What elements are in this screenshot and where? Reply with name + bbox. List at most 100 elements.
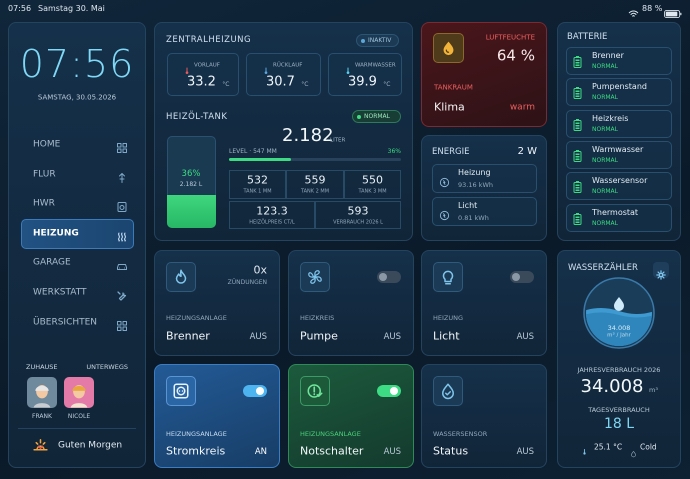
- battery-status: NORMAL: [592, 219, 619, 227]
- battery-name: Warmwasser: [592, 144, 644, 154]
- tile-icon: [306, 268, 324, 286]
- battery-status-icon: [573, 85, 582, 100]
- tile-state: AUS: [249, 331, 267, 342]
- sensor-unit: °C: [301, 81, 309, 88]
- tile[interactable]: [421, 364, 547, 468]
- water-gauge-svg: [583, 277, 655, 349]
- tile-icon-box: [433, 376, 463, 406]
- battery-status-icon: [573, 211, 582, 225]
- wifi-icon-svg: [628, 10, 639, 17]
- tank-title: HEIZÖL-TANK: [166, 111, 228, 122]
- sensor-box: [167, 53, 239, 96]
- humidity-name: Klima: [434, 100, 465, 114]
- stat-value: 550: [362, 173, 383, 187]
- tile-icon-svg: [307, 384, 323, 398]
- tile-icon-svg: [442, 270, 454, 285]
- sensor-label: RÜCKLAUF: [273, 62, 303, 69]
- nav-icon-svg: [117, 264, 127, 271]
- energy-value: 93.16 kWh: [458, 180, 493, 189]
- stat-box: [315, 201, 401, 229]
- sensor-unit: °C: [222, 81, 230, 88]
- sensor-label: WARMWASSER: [355, 62, 396, 69]
- battery-status: NORMAL: [592, 94, 619, 102]
- toggle-knob: [256, 387, 264, 395]
- stat-box: [229, 201, 315, 229]
- stat-box: [344, 170, 401, 199]
- humidity-room: TANKRAUM: [434, 83, 473, 92]
- nav-item[interactable]: [21, 218, 134, 249]
- status-badge: [356, 34, 399, 47]
- tile-icon-box: [433, 262, 463, 292]
- battery-status: NORMAL: [592, 156, 619, 164]
- level-label: LEVEL · 547 MM: [229, 148, 277, 155]
- stat-box: [286, 170, 344, 199]
- toggle-knob: [512, 273, 520, 281]
- year-value: 34.008: [580, 376, 644, 397]
- energy-icon: [439, 206, 450, 221]
- sensor-icon-svg: [346, 67, 350, 74]
- settings-button[interactable]: [653, 262, 669, 278]
- avatar-face-svg: [70, 385, 88, 408]
- battery-item: [566, 78, 672, 107]
- stat-value: 123.3: [256, 204, 288, 218]
- tile-group: HEIZUNGSANLAGE: [300, 429, 361, 438]
- battery-status-icon-svg: [573, 181, 582, 194]
- energy-value: 0.81 kWh: [458, 213, 489, 222]
- stat-label: TANK 1 MM: [243, 188, 272, 195]
- tile-icon-svg: [173, 383, 189, 399]
- nav-label: HEIZUNG: [33, 228, 79, 239]
- nav-icon: [116, 169, 128, 183]
- nav-icon: [116, 317, 128, 331]
- cold-icon: [630, 443, 637, 458]
- tile-icon: [439, 382, 457, 400]
- energy-name: Licht: [458, 201, 478, 210]
- nav-icon-svg: [117, 291, 127, 301]
- day-value: 18 L: [603, 416, 635, 432]
- water-title: WASSERZÄHLER: [568, 262, 638, 273]
- battery-status-icon: [573, 179, 582, 194]
- stat-label: HEIZÖLPREIS CT/L: [249, 219, 295, 226]
- year-label: JAHRESVERBRAUCH 2026: [577, 365, 661, 374]
- battery-status: NORMAL: [592, 63, 619, 70]
- card-title: ZENTRALHEIZUNG: [166, 34, 252, 45]
- battery-name: Pumpenstand: [592, 82, 647, 92]
- battery-status-icon: [573, 117, 582, 131]
- battery-status-icon-svg: [573, 118, 582, 131]
- status-date: Samstag 30. Mai: [38, 4, 105, 13]
- battery-icon-svg: [664, 10, 682, 18]
- presence-away: UNTERWEGS: [86, 362, 128, 371]
- battery-status: NORMAL: [592, 125, 619, 133]
- scene-icon: [32, 437, 49, 454]
- tile-name: Stromkreis: [166, 444, 226, 458]
- cold-icon-svg: [631, 451, 636, 458]
- gauge-unit: m³ / Jahr: [607, 332, 631, 339]
- tile-name: Status: [433, 444, 469, 458]
- person-name: FRANK: [32, 413, 52, 420]
- status-battery: 88 %: [642, 4, 663, 13]
- tank-fill: [167, 194, 216, 228]
- level-track: [229, 158, 401, 161]
- battery-name: Wassersensor: [592, 176, 648, 186]
- energy-icon: [439, 173, 450, 188]
- tile-counter-label: ZÜNDUNGEN: [227, 279, 267, 286]
- tile-group: HEIZUNGSANLAGE: [166, 313, 227, 322]
- battery-title: BATTERIE: [567, 31, 608, 42]
- sensor-icon: [262, 61, 270, 74]
- person-name: NICOLE: [67, 413, 91, 420]
- tile-icon-box: [166, 262, 196, 292]
- year-unit: m³: [649, 385, 658, 394]
- energy-item: [432, 164, 537, 193]
- nav-icon-svg: [117, 320, 127, 331]
- stat-value: 559: [304, 173, 326, 187]
- tile-state: AUS: [516, 446, 534, 457]
- sensor-value: 30.7: [266, 74, 295, 90]
- gauge-value: 34.008: [607, 323, 631, 332]
- stat-label: TANK 3 MM: [358, 188, 387, 195]
- nav-label: HWR: [33, 198, 55, 209]
- tile-group: HEIZKREIS: [300, 313, 335, 322]
- nav-label: WERKSTATT: [33, 287, 87, 298]
- water-gauge: [583, 277, 655, 349]
- toggle-knob: [390, 387, 398, 395]
- water-cold: Cold: [640, 442, 657, 452]
- stat-label: TANK 2 MM: [300, 188, 330, 195]
